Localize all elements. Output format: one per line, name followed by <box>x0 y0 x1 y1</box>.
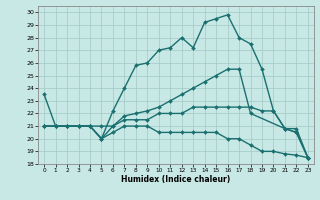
X-axis label: Humidex (Indice chaleur): Humidex (Indice chaleur) <box>121 175 231 184</box>
